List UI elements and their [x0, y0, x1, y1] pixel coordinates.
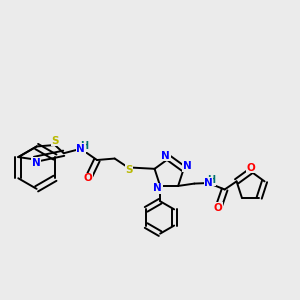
- Text: O: O: [214, 203, 222, 213]
- Text: N: N: [32, 158, 40, 168]
- Text: S: S: [125, 165, 133, 175]
- Text: N: N: [204, 178, 213, 188]
- Text: H: H: [207, 175, 215, 185]
- Text: N: N: [161, 151, 170, 161]
- Text: N: N: [153, 183, 162, 193]
- Text: S: S: [51, 136, 59, 146]
- Text: N: N: [76, 144, 85, 154]
- Text: O: O: [246, 163, 255, 173]
- Text: N: N: [183, 161, 192, 172]
- Text: O: O: [84, 173, 92, 183]
- Text: H: H: [80, 142, 88, 152]
